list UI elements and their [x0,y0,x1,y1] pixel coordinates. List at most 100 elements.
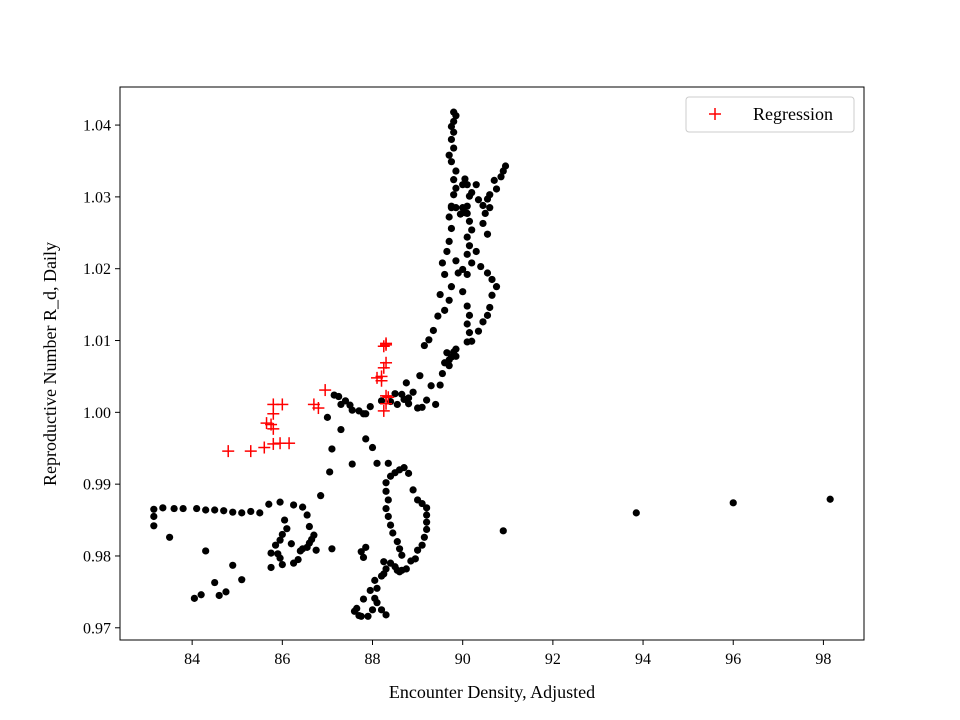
data-point [463,233,471,241]
data-point [409,388,417,396]
data-point [326,468,334,476]
data-point [729,499,737,507]
data-point [377,606,386,614]
data-point [427,382,435,390]
data-point [303,511,311,519]
data-point [280,516,289,524]
data-point [348,460,356,468]
plot-area-frame [119,86,865,641]
data-point [483,230,492,238]
data-point [463,250,471,258]
legend-label-regression: Regression [753,104,833,124]
data-point [357,548,365,556]
data-point [450,117,458,126]
data-point [826,495,834,503]
data-point [438,369,446,378]
data-point [492,283,501,291]
data-point [404,400,413,408]
data-point [447,224,456,233]
data-point [443,247,451,256]
data-point [436,381,444,389]
data-point [366,586,374,595]
data-point [463,209,471,217]
data-point [150,505,158,513]
regression-point [244,445,257,458]
data-point [265,500,273,508]
data-point [452,167,460,175]
data-point [479,219,487,228]
legend-box [685,96,855,133]
data-point [341,397,350,405]
data-point [432,400,440,409]
data-point [447,283,456,291]
legend: Regression [685,96,855,133]
data-point [452,352,460,360]
data-point [445,237,453,246]
data-point [416,372,424,380]
regression-point [380,389,393,402]
data-point [452,257,460,265]
data-point [499,527,507,535]
data-point [486,303,494,312]
data-point [159,504,167,512]
y-axis-ticks: 0.97 0.98 0.99 1.00 1.01 1.02 1.03 1.04 [83,118,120,637]
data-point [486,191,494,199]
x-tick-label: 94 [635,651,651,668]
data-point [459,181,467,189]
data-point [299,503,307,511]
y-tick-label: 1.01 [83,333,111,350]
data-point [179,504,187,513]
data-point [409,486,417,494]
data-point [276,536,284,544]
data-point [368,606,377,614]
data-point [474,196,483,204]
data-point [256,509,264,517]
data-point [197,591,205,599]
data-point [488,275,496,284]
data-point [468,337,476,345]
data-point [488,291,496,299]
data-point [465,217,474,225]
data-point [465,311,474,319]
data-point [450,191,458,199]
data-point [483,269,492,277]
data-point [472,181,480,189]
data-point [463,302,471,310]
data-point [193,504,201,513]
data-point [447,158,456,166]
data-point [362,435,370,443]
data-point [384,512,392,521]
regression-point [319,384,332,397]
data-point [382,487,390,495]
x-tick-label: 88 [365,651,381,668]
data-point [278,530,286,539]
regression-point [377,340,390,353]
data-point [366,402,374,411]
data-point [373,584,381,592]
y-tick-label: 0.97 [83,620,111,637]
data-point [447,135,456,144]
data-point [411,555,419,563]
data-point [414,546,422,554]
data-point [238,576,246,584]
data-point [317,492,325,500]
data-point [418,541,426,549]
data-point [357,612,365,620]
data-point [632,509,640,517]
data-point [382,565,390,573]
x-axis-ticks: 84 86 88 90 92 94 96 98 [184,640,831,668]
regression-point [375,370,388,383]
data-point [305,522,313,531]
x-axis-label: Encounter Density, Adjusted [389,682,595,702]
data-point [276,554,284,562]
data-point [229,508,237,516]
data-point [220,507,228,515]
regression-point [312,402,325,415]
data-point [477,262,485,271]
regression-point [267,422,280,435]
regression-point [276,398,289,411]
data-point [402,379,410,387]
x-tick-label: 98 [815,651,831,668]
data-point [294,555,302,564]
regression-point [380,356,393,369]
